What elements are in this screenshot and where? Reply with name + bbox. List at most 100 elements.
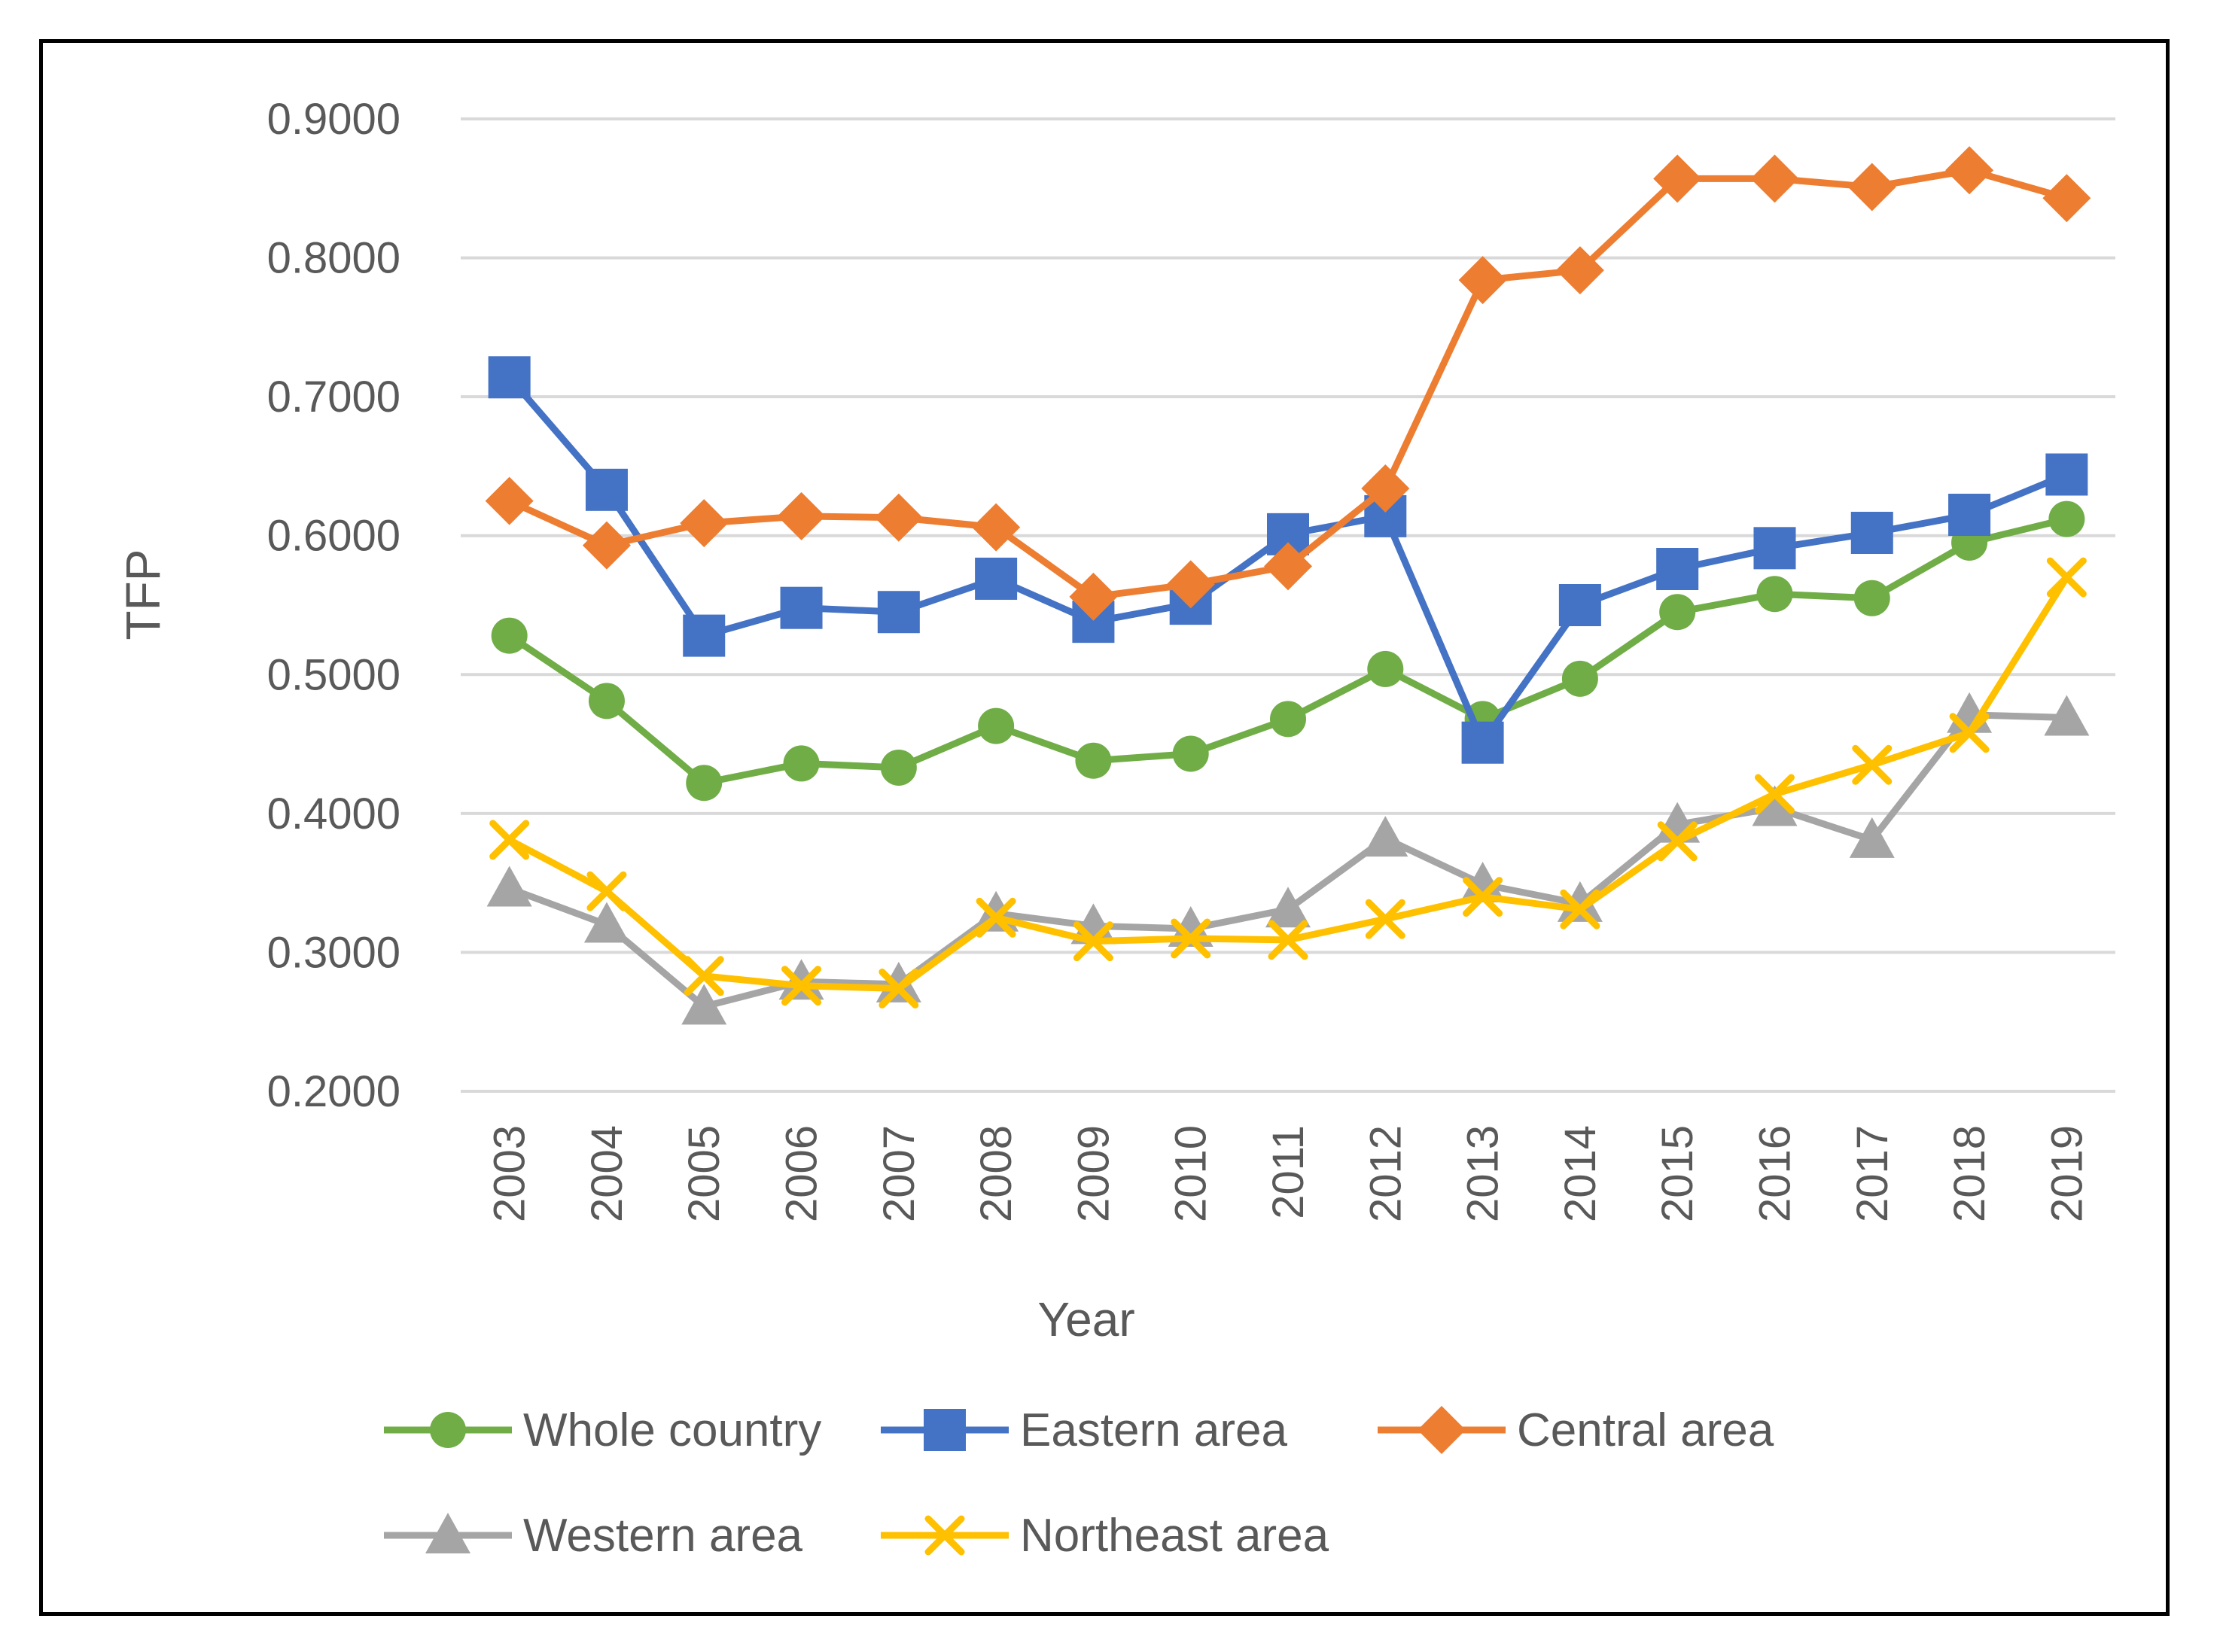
x-tick-label: 2017 [1848, 1125, 1897, 1222]
data-point-central-area [972, 503, 1021, 552]
series-eastern-area [488, 356, 2088, 764]
data-point-eastern-area [2045, 453, 2088, 496]
data-point-central-area [1750, 154, 1799, 203]
data-point-eastern-area [1948, 494, 1991, 537]
data-point-eastern-area [585, 468, 628, 511]
data-point-central-area [582, 521, 631, 570]
x-tick-label: 2019 [2042, 1125, 2091, 1222]
data-point-central-area [1847, 163, 1896, 211]
data-point-western-area [2044, 695, 2090, 736]
x-tick-label: 2004 [583, 1125, 632, 1222]
data-point-central-area [1555, 246, 1604, 295]
legend-marker [924, 1409, 966, 1451]
data-point-whole-country [1853, 580, 1890, 616]
series-western-area [486, 692, 2090, 1025]
data-point-central-area [1166, 560, 1215, 609]
legend-item-western-area: Western area [384, 1510, 803, 1562]
data-point-northeast-area [879, 968, 919, 1009]
data-point-whole-country [1756, 576, 1793, 613]
data-point-northeast-area [586, 871, 627, 911]
data-point-whole-country [1561, 660, 1598, 697]
y-tick-label: 0.9000 [267, 95, 400, 144]
data-point-central-area [1264, 542, 1312, 591]
data-point-northeast-area [2046, 557, 2087, 598]
legend: Whole country Eastern area Central area Wes… [384, 1404, 1774, 1562]
data-point-northeast-area [1657, 821, 1698, 862]
y-tick-label: 0.6000 [267, 512, 400, 561]
data-point-northeast-area [781, 966, 822, 1006]
data-point-western-area [876, 961, 921, 1002]
data-point-western-area [583, 902, 629, 943]
data-point-western-area [681, 984, 727, 1025]
legend-label: Eastern area [1020, 1404, 1288, 1456]
series-whole-country [491, 500, 2085, 802]
legend-item-northeast-area: Northeast area [881, 1510, 1329, 1562]
data-point-whole-country [783, 745, 820, 782]
legend-label: Northeast area [1020, 1510, 1329, 1562]
series-central-area [485, 146, 2091, 621]
data-point-northeast-area [1949, 713, 1990, 753]
legend-item-central-area: Central area [1378, 1404, 1774, 1456]
y-tick-label: 0.3000 [267, 928, 400, 977]
x-tick-label: 2011 [1264, 1125, 1313, 1219]
legend-marker [425, 1513, 470, 1553]
data-point-northeast-area [489, 820, 530, 860]
x-tick-label: 2016 [1750, 1125, 1799, 1222]
y-tick-label: 0.2000 [267, 1067, 400, 1116]
data-point-eastern-area [1461, 721, 1504, 764]
x-tick-label: 2010 [1167, 1125, 1216, 1222]
x-tick-label: 2014 [1556, 1125, 1605, 1222]
data-point-northeast-area [684, 956, 724, 996]
y-tick-label: 0.4000 [267, 789, 400, 838]
data-point-northeast-area [1365, 899, 1405, 939]
data-point-eastern-area [1558, 584, 1601, 626]
data-point-central-area [485, 476, 534, 525]
data-point-central-area [1458, 256, 1507, 305]
y-tick-label: 0.8000 [267, 234, 400, 283]
x-axis-title: Year [1037, 1292, 1134, 1346]
y-axis-title: TFP [116, 549, 170, 640]
legend-item-eastern-area: Eastern area [881, 1404, 1288, 1456]
legend-label: Central area [1517, 1404, 1774, 1456]
data-point-northeast-area [1171, 918, 1211, 959]
series-northeast-area [489, 557, 2087, 1009]
data-point-western-area [1752, 785, 1798, 826]
data-point-western-area [1460, 861, 1506, 902]
x-tick-label: 2015 [1653, 1125, 1702, 1222]
legend-label: Western area [523, 1510, 803, 1562]
y-tick-label: 0.5000 [267, 650, 400, 699]
x-tick-label: 2013 [1459, 1125, 1508, 1222]
data-point-central-area [1069, 572, 1118, 621]
x-tick-label: 2018 [1945, 1125, 1994, 1222]
x-tick-label: 2003 [486, 1125, 534, 1222]
data-point-eastern-area [877, 591, 920, 634]
series-line-western-area [508, 711, 2067, 1010]
data-point-whole-country [491, 617, 528, 654]
data-point-whole-country [1659, 594, 1696, 631]
data-point-central-area [2042, 174, 2091, 223]
data-point-western-area [486, 866, 532, 907]
data-point-central-area [1361, 464, 1410, 513]
data-point-whole-country [978, 707, 1015, 744]
data-point-central-area [1945, 146, 1994, 195]
data-point-eastern-area [1850, 512, 1893, 555]
data-point-northeast-area [1560, 889, 1600, 929]
data-point-whole-country [880, 749, 917, 786]
data-point-northeast-area [1852, 744, 1893, 785]
data-point-western-area [1849, 817, 1895, 858]
chart-frame [39, 39, 2170, 1616]
data-point-central-area [680, 499, 729, 548]
legend-marker [430, 1412, 466, 1448]
data-point-whole-country [2048, 500, 2085, 537]
data-point-central-area [1653, 154, 1702, 203]
data-point-eastern-area [1753, 527, 1796, 570]
data-point-eastern-area [488, 356, 531, 399]
x-tick-label: 2007 [875, 1125, 924, 1222]
data-point-eastern-area [683, 614, 726, 657]
data-point-western-area [778, 959, 824, 1000]
data-point-western-area [1363, 816, 1408, 857]
data-point-northeast-area [1073, 921, 1113, 962]
legend-marker [1418, 1406, 1466, 1454]
data-point-northeast-area [1268, 920, 1308, 960]
data-point-northeast-area [1754, 774, 1795, 814]
